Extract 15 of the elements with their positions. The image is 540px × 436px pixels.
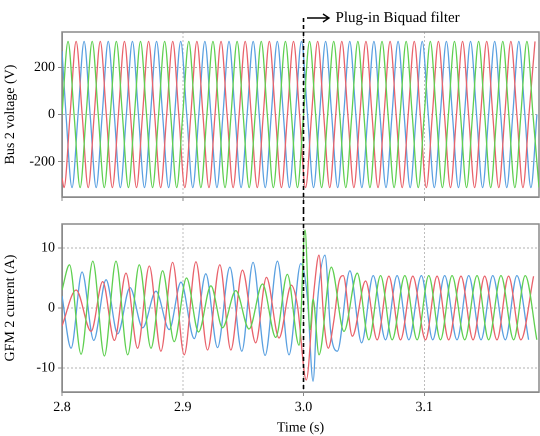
y-tick-label: 10: [41, 240, 55, 256]
y-tick-label: -200: [29, 154, 55, 170]
y-tick-label: 0: [48, 300, 55, 316]
x-tick-label: 2.8: [53, 400, 71, 416]
x-tick-label: 2.9: [174, 400, 192, 416]
y-tick-label: -10: [36, 360, 55, 376]
y-tick-label: 0: [48, 107, 55, 122]
annotation: Plug-in Biquad filter: [336, 10, 460, 26]
x-tick-label: 3.1: [416, 400, 434, 416]
line-series: [62, 229, 538, 357]
x-tick-label: 3.0: [294, 400, 312, 416]
y-axis-title: GFM 2 current (A): [3, 254, 18, 362]
y-tick-label: 200: [34, 60, 55, 76]
y-axis-title: Bus 2 voltage (V): [3, 64, 18, 164]
x-axis-title: Time (s): [276, 420, 324, 436]
